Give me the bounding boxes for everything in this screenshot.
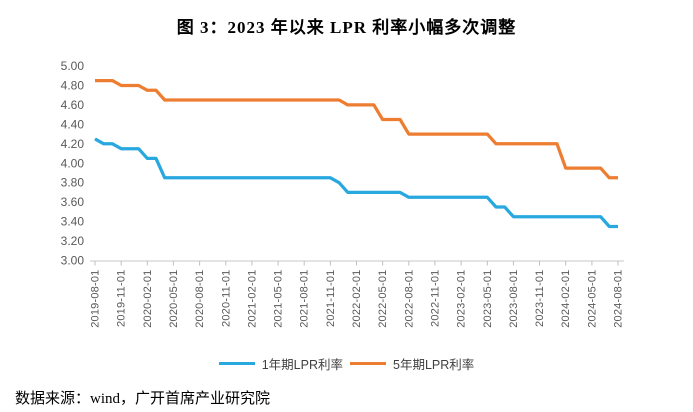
legend-label-5y: 5年期LPR利率 xyxy=(393,358,475,372)
x-axis-tick-label: 2022-05-01 xyxy=(377,270,389,328)
x-axis-tick-label: 2023-08-01 xyxy=(508,270,520,328)
x-axis-tick-label: 2024-05-01 xyxy=(586,270,598,328)
y-axis-tick-label: 4.00 xyxy=(61,156,85,170)
x-axis-tick-label: 2021-05-01 xyxy=(273,270,285,328)
x-axis-tick-label: 2020-02-01 xyxy=(142,270,154,328)
x-axis-tick-label: 2023-11-01 xyxy=(534,270,546,327)
y-axis-tick-label: 3.40 xyxy=(61,215,85,229)
x-axis-tick-label: 2024-08-01 xyxy=(613,270,625,328)
chart-legend: 1年期LPR利率 5年期LPR利率 xyxy=(0,354,693,373)
x-axis-tick-label: 2022-11-01 xyxy=(429,270,441,327)
series-line-5y-lpr xyxy=(95,78,618,180)
x-axis-tick-label: 2019-08-01 xyxy=(90,270,102,328)
y-axis-tick-label: 4.60 xyxy=(61,98,85,112)
legend-line-swatch-5y xyxy=(350,361,386,366)
x-axis-tick-label: 2022-08-01 xyxy=(403,270,415,328)
legend-item-1y-lpr: 1年期LPR利率 xyxy=(218,354,343,373)
y-axis-tick-label: 5.00 xyxy=(61,59,85,73)
legend-line-swatch-1y xyxy=(218,361,255,366)
x-axis-tick-label: 2023-02-01 xyxy=(456,269,468,327)
data-source-note: 数据来源：wind，广开首席产业研究院 xyxy=(15,391,271,407)
x-axis-tick-label: 2022-02-01 xyxy=(351,270,363,328)
x-axis-tick-label: 2020-08-01 xyxy=(194,270,206,328)
series-line-1y-lpr xyxy=(94,137,618,229)
y-axis-tick-label: 4.40 xyxy=(61,117,85,131)
x-axis-tick-label: 2021-02-01 xyxy=(246,270,258,328)
x-axis-tick-label: 2023-05-01 xyxy=(482,270,494,328)
x-axis-tick-label: 2021-11-01 xyxy=(325,270,337,327)
y-axis-tick-label: 4.80 xyxy=(61,79,85,93)
chart-title: 图 3：2023 年以来 LPR 利率小幅多次调整 xyxy=(176,18,517,37)
y-axis-tick-label: 3.80 xyxy=(61,176,85,190)
legend-label-1y: 1年期LPR利率 xyxy=(261,358,343,372)
x-axis-tick-label: 2019-11-01 xyxy=(116,270,128,327)
y-axis-tick-label: 3.60 xyxy=(61,195,85,209)
y-axis-tick-label: 3.20 xyxy=(61,234,85,248)
x-axis-tick-label: 2020-05-01 xyxy=(168,270,180,328)
x-axis-tick-label: 2020-11-01 xyxy=(220,270,232,327)
x-axis-tick-label: 2024-02-01 xyxy=(560,270,572,328)
legend-item-5y-lpr: 5年期LPR利率 xyxy=(350,354,474,373)
y-axis-tick-label: 4.20 xyxy=(61,137,85,151)
y-axis-tick-label: 3.00 xyxy=(61,254,85,268)
x-axis-tick-label: 2021-08-01 xyxy=(299,270,311,328)
